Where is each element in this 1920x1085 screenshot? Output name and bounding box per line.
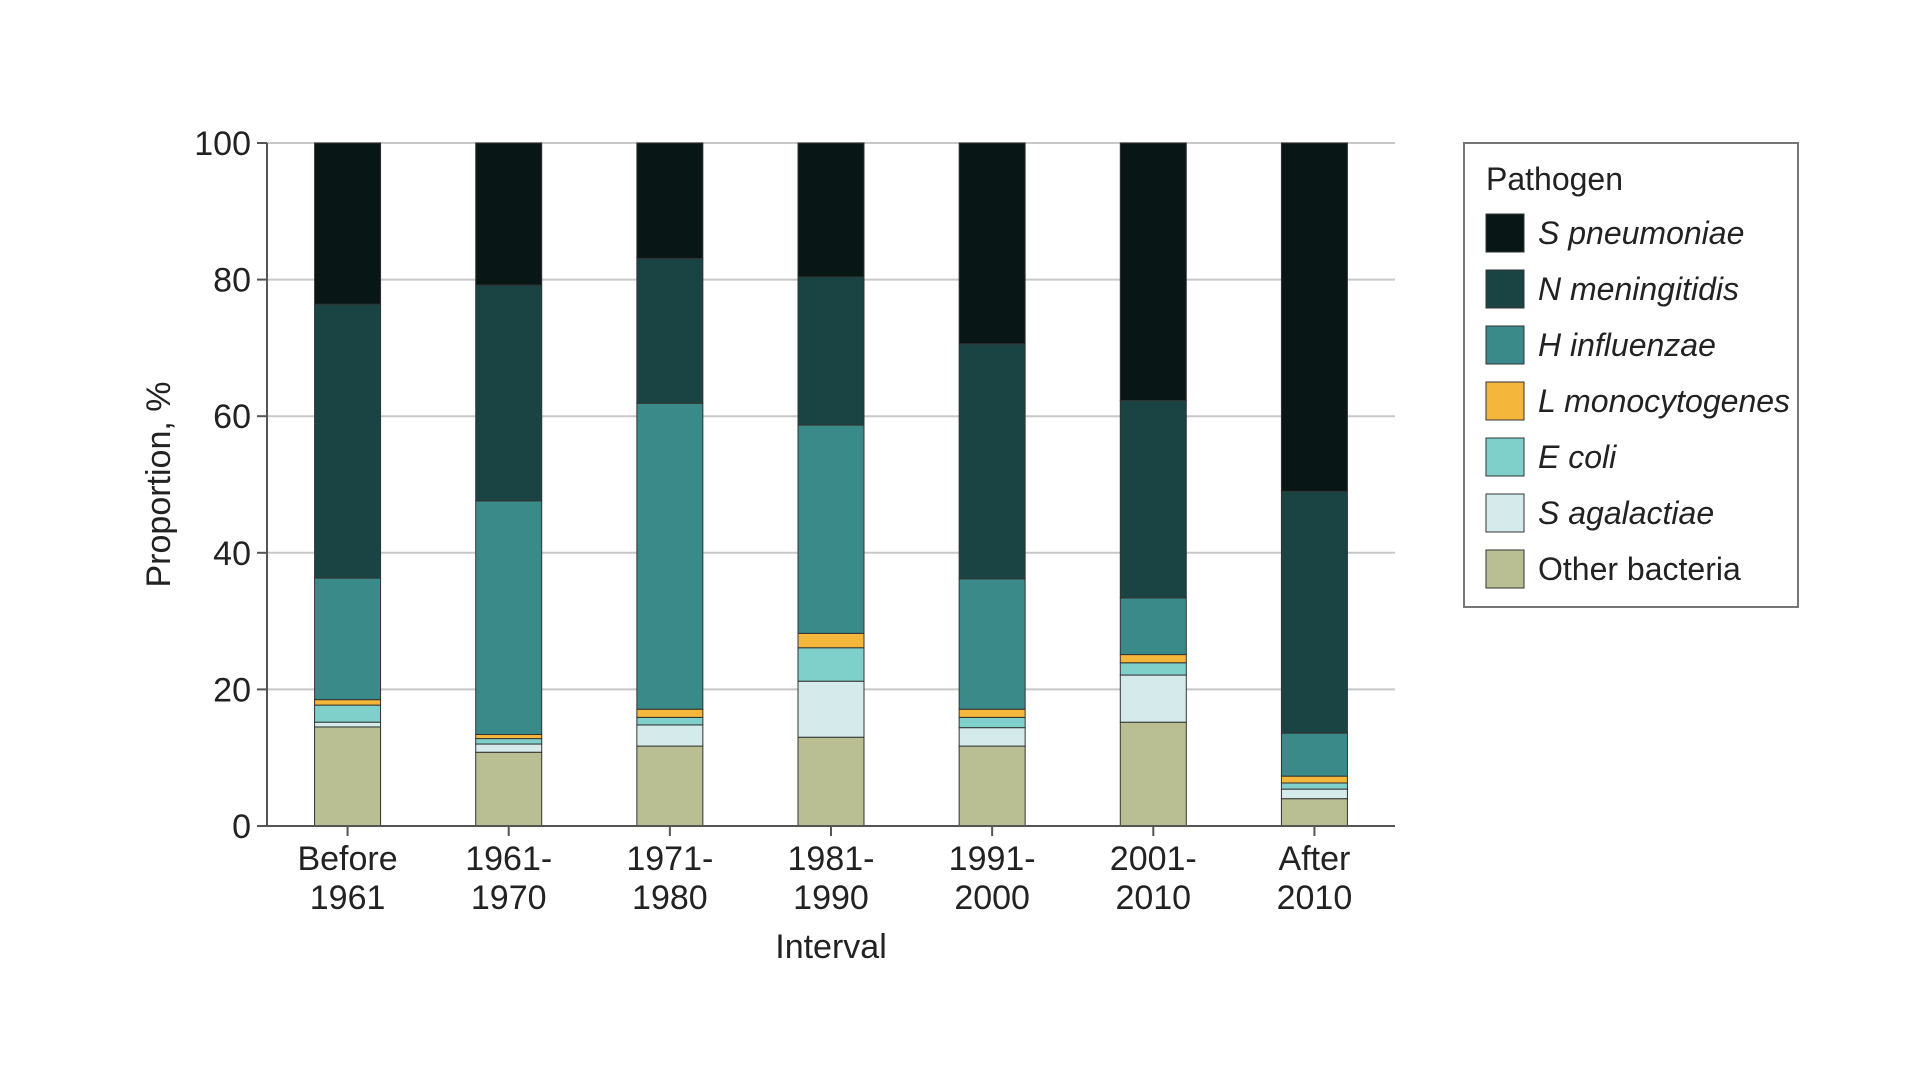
legend-label: L monocytogenes <box>1538 383 1790 419</box>
x-tick-label: After <box>1279 840 1351 878</box>
bar-segment <box>636 402 704 710</box>
bar-segment <box>1280 775 1348 784</box>
y-tick-label: 60 <box>213 398 251 436</box>
y-tick-label: 20 <box>213 671 251 709</box>
bar-segment <box>1280 782 1348 790</box>
bar-segment <box>797 647 865 682</box>
legend-swatch <box>1485 493 1525 533</box>
bar-segment <box>958 727 1026 747</box>
x-tick-label: 1971- <box>626 840 713 878</box>
bar-segment <box>797 680 865 738</box>
y-tick-label: 80 <box>213 262 251 300</box>
bar-segment <box>797 632 865 649</box>
bar-segment <box>314 726 382 827</box>
x-tick-label: 1961- <box>465 840 552 878</box>
bar-segment <box>636 257 704 404</box>
legend-swatch <box>1485 437 1525 477</box>
y-axis-title: Proportion, % <box>140 382 178 588</box>
bar-segment <box>1280 732 1348 777</box>
x-tick-label: 2010 <box>1277 879 1353 917</box>
bar-segment <box>636 708 704 718</box>
x-tick-label: 2001- <box>1110 840 1197 878</box>
legend-label: Other bacteria <box>1538 551 1741 587</box>
bar-segment <box>958 343 1026 580</box>
bar-segment <box>636 716 704 726</box>
legend-swatch <box>1485 213 1525 253</box>
bar-segment <box>314 704 382 723</box>
x-tick-label: 1961 <box>310 879 386 917</box>
bar-segment <box>636 724 704 747</box>
bar-segment <box>475 142 543 286</box>
x-tick-label: 2010 <box>1115 879 1191 917</box>
bar-segment <box>1119 662 1187 676</box>
bar-segment <box>1119 654 1187 664</box>
bar-segment <box>958 745 1026 827</box>
x-tick-label: 1991- <box>949 840 1036 878</box>
legend-swatch <box>1485 549 1525 589</box>
bar-segment <box>314 142 382 305</box>
x-tick-label: Before <box>297 840 397 878</box>
bar-segment <box>314 699 382 706</box>
bar-segment <box>1119 674 1187 723</box>
bar-segment <box>475 733 543 740</box>
bar-segment <box>958 578 1026 710</box>
bar-segment <box>797 736 865 827</box>
legend-label: N meningitidis <box>1538 271 1739 307</box>
x-tick-label: 1981- <box>788 840 875 878</box>
legend-swatch <box>1485 269 1525 309</box>
legend-label: H influenzae <box>1538 327 1716 363</box>
bar-segment <box>314 721 382 728</box>
bar-segment <box>314 577 382 701</box>
bar-segment <box>636 142 704 259</box>
legend-swatch <box>1485 325 1525 365</box>
x-tick-label: 1980 <box>632 879 708 917</box>
bar-segment <box>475 743 543 753</box>
legend-title: Pathogen <box>1486 161 1623 197</box>
bar-segment <box>1280 490 1348 734</box>
legend-swatch <box>1485 381 1525 421</box>
bar-segment <box>475 751 543 827</box>
bar-segment <box>797 142 865 278</box>
bar-segment <box>314 303 382 579</box>
y-tick-labels: 0 20 40 60 80 100 <box>194 125 267 846</box>
bar-segment <box>797 424 865 634</box>
bar-segment <box>1119 721 1187 827</box>
bar-segment <box>1119 142 1187 401</box>
y-tick-label: 40 <box>213 535 251 573</box>
y-tick-label: 0 <box>232 808 251 846</box>
legend: Pathogen S pneumoniae N meningitidis H inf… <box>1463 142 1799 608</box>
legend-box <box>1463 142 1799 608</box>
x-tick-label: 1990 <box>793 879 869 917</box>
bar-segment <box>1119 399 1187 599</box>
bar-segment <box>958 142 1026 345</box>
bars <box>314 142 1348 827</box>
bar-segment <box>797 276 865 426</box>
bar-segment <box>1280 788 1348 800</box>
bar-segment <box>958 708 1026 718</box>
legend-label: S agalactiae <box>1538 495 1714 531</box>
legend-items: S pneumoniae N meningitidis H influenzae L … <box>1485 213 1790 589</box>
legend-label: S pneumoniae <box>1538 215 1744 251</box>
bar-segment <box>958 716 1026 729</box>
bar-segment <box>636 745 704 827</box>
x-axis-title: Interval <box>775 928 887 966</box>
y-tick-label: 100 <box>194 125 251 163</box>
bar-segment <box>1280 142 1348 492</box>
x-tick-label: 1970 <box>471 879 547 917</box>
bar-segment <box>1119 597 1187 656</box>
bar-segment <box>475 284 543 502</box>
bar-segment <box>475 500 543 735</box>
legend-label: E coli <box>1538 439 1617 475</box>
bar-segment <box>1280 798 1348 827</box>
bar-segment <box>475 738 543 745</box>
x-tick-label: 2000 <box>954 879 1030 917</box>
